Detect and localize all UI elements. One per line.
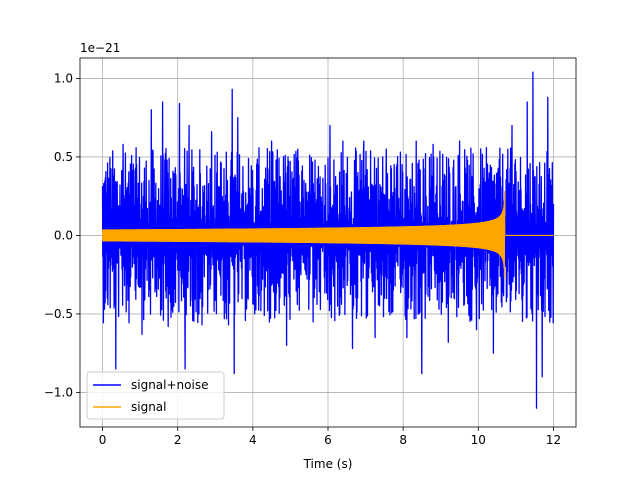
legend-label-signal-noise: signal+noise: [131, 378, 208, 392]
x-tick-label: 10: [471, 433, 486, 447]
y-offset-label: 1e−21: [80, 41, 120, 55]
series-line-signal: [101, 190, 554, 279]
x-tick-label: 12: [546, 433, 561, 447]
y-tick-label: 0.5: [54, 150, 73, 164]
y-tick-label: −0.5: [44, 307, 73, 321]
y-axis-ticks: −1.0 −0.5 0.0 0.5 1.0: [44, 71, 80, 399]
x-axis-label: Time (s): [303, 457, 353, 471]
x-tick-label: 0: [99, 433, 107, 447]
x-tick-label: 6: [324, 433, 332, 447]
x-tick-label: 4: [249, 433, 257, 447]
legend: signal+noise signal: [86, 371, 225, 420]
y-tick-label: 0.0: [54, 228, 73, 242]
legend-label-signal: signal: [131, 400, 167, 414]
legend-box: [86, 371, 225, 420]
x-tick-label: 2: [174, 433, 182, 447]
y-tick-label: −1.0: [44, 385, 73, 399]
y-tick-label: 1.0: [54, 71, 73, 85]
x-tick-label: 8: [399, 433, 407, 447]
x-axis-ticks: 0 2 4 6 8 10 12: [99, 427, 561, 447]
